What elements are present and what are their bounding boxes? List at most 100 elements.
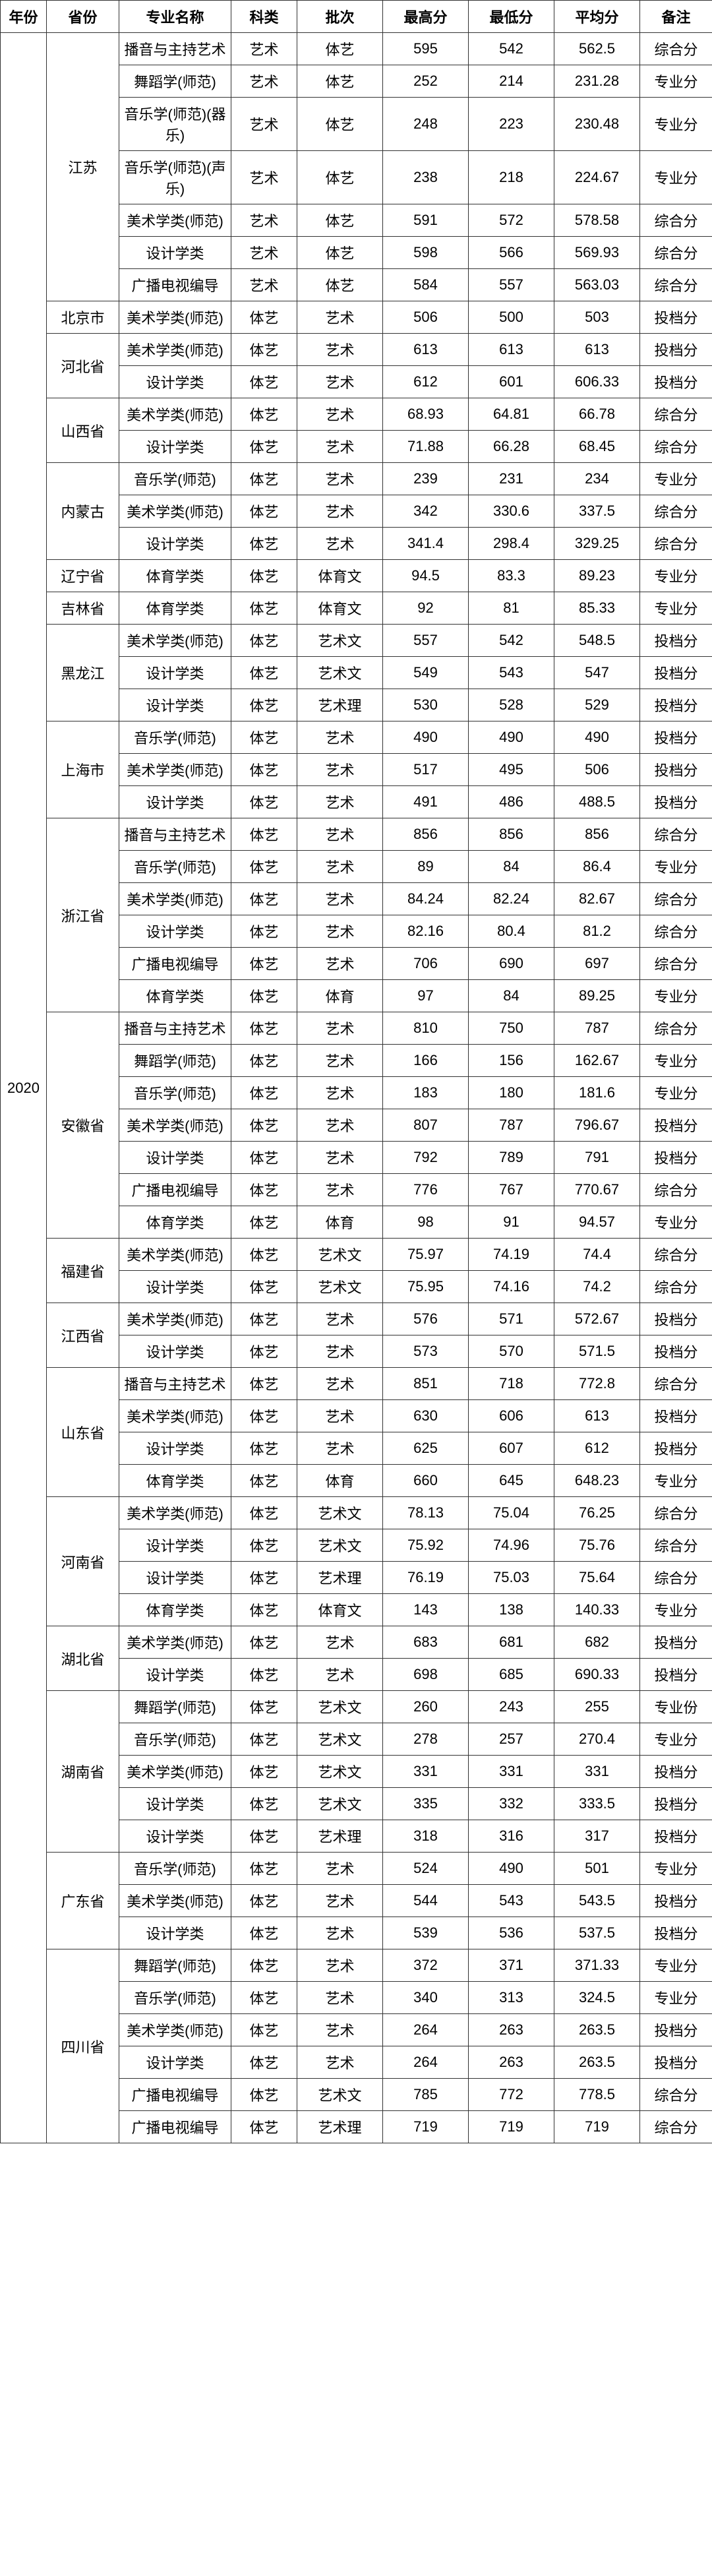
subject-cell: 体艺: [231, 1594, 297, 1626]
note-cell: 投档分: [640, 754, 712, 786]
major-cell: 设计学类: [119, 786, 231, 818]
batch-cell: 艺术: [297, 301, 383, 334]
subject-cell: 体艺: [231, 1626, 297, 1659]
note-cell: 综合分: [640, 204, 712, 237]
min-cell: 64.81: [469, 398, 554, 431]
note-cell: 投档分: [640, 2014, 712, 2046]
avg-cell: 255: [554, 1691, 640, 1723]
subject-cell: 体艺: [231, 915, 297, 948]
province-cell: 江西省: [47, 1303, 119, 1368]
major-cell: 设计学类: [119, 528, 231, 560]
avg-cell: 796.67: [554, 1109, 640, 1142]
min-cell: 231: [469, 463, 554, 495]
max-cell: 506: [383, 301, 469, 334]
batch-cell: 艺术: [297, 786, 383, 818]
min-cell: 66.28: [469, 431, 554, 463]
note-cell: 综合分: [640, 1368, 712, 1400]
max-cell: 630: [383, 1400, 469, 1432]
table-row: 湖北省美术学类(师范)体艺艺术683681682投档分: [1, 1626, 712, 1659]
table-row: 湖南省舞蹈学(师范)体艺艺术文260243255专业份: [1, 1691, 712, 1723]
major-cell: 设计学类: [119, 1562, 231, 1594]
subject-cell: 体艺: [231, 1239, 297, 1271]
max-cell: 166: [383, 1045, 469, 1077]
major-cell: 设计学类: [119, 1788, 231, 1820]
batch-cell: 体艺: [297, 33, 383, 65]
min-cell: 601: [469, 366, 554, 398]
major-cell: 美术学类(师范): [119, 334, 231, 366]
avg-cell: 772.8: [554, 1368, 640, 1400]
max-cell: 97: [383, 980, 469, 1012]
max-cell: 625: [383, 1432, 469, 1465]
major-cell: 音乐学(师范): [119, 721, 231, 754]
max-cell: 660: [383, 1465, 469, 1497]
major-cell: 设计学类: [119, 1335, 231, 1368]
col-note: 备注: [640, 1, 712, 33]
avg-cell: 74.2: [554, 1271, 640, 1303]
batch-cell: 体艺: [297, 204, 383, 237]
province-cell: 福建省: [47, 1239, 119, 1303]
table-row: 河北省美术学类(师范)体艺艺术613613613投档分: [1, 334, 712, 366]
avg-cell: 569.93: [554, 237, 640, 269]
batch-cell: 艺术: [297, 1045, 383, 1077]
batch-cell: 艺术: [297, 1077, 383, 1109]
note-cell: 综合分: [640, 1497, 712, 1529]
batch-cell: 艺术: [297, 1012, 383, 1045]
note-cell: 投档分: [640, 1885, 712, 1917]
note-cell: 综合分: [640, 33, 712, 65]
avg-cell: 75.76: [554, 1529, 640, 1562]
major-cell: 舞蹈学(师范): [119, 1949, 231, 1982]
note-cell: 投档分: [640, 1756, 712, 1788]
subject-cell: 艺术: [231, 151, 297, 204]
max-cell: 683: [383, 1626, 469, 1659]
subject-cell: 体艺: [231, 1885, 297, 1917]
avg-cell: 162.67: [554, 1045, 640, 1077]
subject-cell: 体艺: [231, 1562, 297, 1594]
batch-cell: 艺术: [297, 948, 383, 980]
note-cell: 专业分: [640, 1045, 712, 1077]
note-cell: 投档分: [640, 1626, 712, 1659]
major-cell: 舞蹈学(师范): [119, 1045, 231, 1077]
avg-cell: 613: [554, 334, 640, 366]
min-cell: 223: [469, 98, 554, 151]
min-cell: 263: [469, 2046, 554, 2079]
note-cell: 投档分: [640, 2046, 712, 2079]
table-row: 2020江苏播音与主持艺术艺术体艺595542562.5综合分: [1, 33, 712, 65]
max-cell: 785: [383, 2079, 469, 2111]
col-year: 年份: [1, 1, 47, 33]
max-cell: 68.93: [383, 398, 469, 431]
batch-cell: 艺术: [297, 851, 383, 883]
batch-cell: 体育文: [297, 1594, 383, 1626]
major-cell: 体育学类: [119, 592, 231, 625]
batch-cell: 艺术文: [297, 1271, 383, 1303]
note-cell: 专业分: [640, 1949, 712, 1982]
min-cell: 80.4: [469, 915, 554, 948]
major-cell: 美术学类(师范): [119, 495, 231, 528]
batch-cell: 艺术: [297, 818, 383, 851]
max-cell: 792: [383, 1142, 469, 1174]
major-cell: 美术学类(师范): [119, 1497, 231, 1529]
avg-cell: 224.67: [554, 151, 640, 204]
batch-cell: 艺术: [297, 2046, 383, 2079]
subject-cell: 体艺: [231, 1335, 297, 1368]
min-cell: 332: [469, 1788, 554, 1820]
min-cell: 243: [469, 1691, 554, 1723]
batch-cell: 艺术: [297, 431, 383, 463]
min-cell: 572: [469, 204, 554, 237]
subject-cell: 艺术: [231, 237, 297, 269]
subject-cell: 体艺: [231, 1949, 297, 1982]
note-cell: 综合分: [640, 1012, 712, 1045]
major-cell: 设计学类: [119, 915, 231, 948]
avg-cell: 563.03: [554, 269, 640, 301]
note-cell: 专业分: [640, 851, 712, 883]
subject-cell: 体艺: [231, 1432, 297, 1465]
avg-cell: 606.33: [554, 366, 640, 398]
avg-cell: 81.2: [554, 915, 640, 948]
min-cell: 787: [469, 1109, 554, 1142]
max-cell: 75.95: [383, 1271, 469, 1303]
max-cell: 557: [383, 625, 469, 657]
max-cell: 92: [383, 592, 469, 625]
major-cell: 设计学类: [119, 431, 231, 463]
subject-cell: 体艺: [231, 786, 297, 818]
province-cell: 山东省: [47, 1368, 119, 1497]
min-cell: 557: [469, 269, 554, 301]
